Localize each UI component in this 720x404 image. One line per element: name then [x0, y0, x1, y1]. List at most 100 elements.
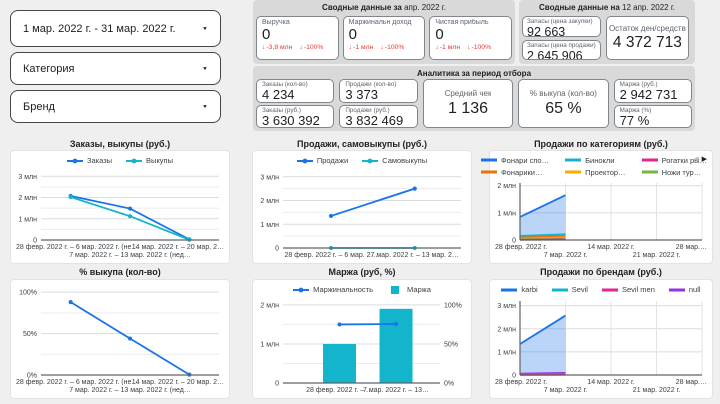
legend-item[interactable]: Фонари спо…	[480, 156, 549, 165]
chart-plot-area[interactable]: 0 1 млн 2 млн 3 млн 28 февр. 2022 г. 7 мар. 2…	[494, 296, 708, 395]
kpi-delta: ↓-1 млн ↓-100%	[435, 44, 492, 52]
svg-text:1 млн: 1 млн	[260, 341, 279, 348]
svg-text:0: 0	[33, 238, 37, 245]
date-range-filter[interactable]: 1 мар. 2022 г. - 31 мар. 2022 г. ▼	[10, 10, 221, 47]
stock-cards: Запасы (цена закупки) 92 663 Запасы (цен…	[522, 16, 601, 60]
legend-item[interactable]: Заказы	[66, 156, 113, 165]
legend-marker-icon	[293, 287, 310, 292]
chart-plot-area[interactable]: 0 1 млн 2 млн 0% 50% 100% 28 февр. 2022 г. – ……	[257, 296, 467, 395]
legend-item[interactable]: Самовыкупы	[362, 156, 427, 165]
chart-sales-by-brand[interactable]: karbi Sevil Sevil men null 0 1 млн 2 млн 3 млн…	[489, 279, 713, 399]
legend-item[interactable]: Маржинальность	[293, 285, 373, 294]
legend-marker-icon	[565, 170, 582, 174]
summary-month-title-bold: Сводные данные за	[322, 3, 402, 12]
legend-label: Заказы	[86, 156, 113, 165]
legend-item[interactable]: Ножи тур…	[641, 167, 707, 177]
chevron-down-icon: ▼	[202, 25, 208, 32]
svg-text:28 февр. 2022 г.: 28 февр. 2022 г.	[495, 244, 547, 251]
sales-cards: Продажи (кол-во) 3 373 Продажи (руб.) 3 …	[339, 79, 418, 128]
brand-filter-label: Бренд	[23, 100, 55, 113]
legend-marker-icon	[641, 158, 658, 162]
svg-text:28 февр. 2022 г. – 6 мар. 2…: 28 февр. 2022 г. – 6 мар. 2…	[285, 252, 378, 259]
legend-item[interactable]: karbi	[501, 285, 538, 294]
legend-item[interactable]: null	[668, 285, 701, 294]
chart-orders-buyouts[interactable]: Заказы Выкупы 0 1 млн 2 млн 3 млн 28 февр. 20…	[10, 150, 230, 264]
legend-label: Ножи тур…	[661, 167, 702, 177]
legend-item[interactable]: Продажи	[296, 156, 349, 165]
legend-item[interactable]: Бинокли	[565, 156, 625, 165]
svg-text:28 февр. 2022 г. – …: 28 февр. 2022 г. – …	[306, 387, 373, 394]
legend-label: Бинокли	[585, 155, 615, 165]
legend-label: Самовыкупы	[382, 156, 428, 165]
svg-text:3 млн: 3 млн	[497, 303, 516, 310]
chart-plot-area[interactable]: 0 1 млн 2 млн 3 млн 28 февр. 2022 г. – 6 мар…	[257, 167, 467, 260]
analytics-title: Аналитика за период отбора	[416, 69, 532, 78]
chart-sales-selfbuyouts[interactable]: Продажи Самовыкупы 0 1 млн 2 млн 3 млн 28 фев…	[252, 150, 472, 264]
svg-text:3 млн: 3 млн	[260, 174, 279, 181]
page-left-icon[interactable]: ◀	[693, 156, 699, 163]
legend-label: Проектор…	[585, 167, 626, 177]
chart-plot-area[interactable]: 0 1 млн 2 млн 3 млн 28 февр. 2022 г. – 6 мар…	[15, 167, 225, 260]
svg-text:28 февр. 2022 г. – 6 мар. 2022: 28 февр. 2022 г. – 6 мар. 2022 г. (не…	[16, 244, 138, 251]
svg-text:100%: 100%	[19, 290, 37, 297]
summary-date-title-bold: Сводные данные на	[539, 3, 620, 12]
kpi-card-sales-count: Продажи (кол-во) 3 373	[339, 79, 418, 103]
legend-marker-icon	[565, 158, 582, 162]
chart-title-orders-buyouts: Заказы, выкупы (руб.)	[69, 139, 171, 149]
svg-text:1 млн: 1 млн	[18, 216, 37, 223]
svg-text:28 мар.…: 28 мар.…	[676, 379, 707, 386]
chart-svg: 0 1 млн 2 млн 28 февр. 2022 г.7 мар. 2022 г…	[495, 183, 707, 259]
kpi-card-sales-rub: Продажи (руб.) 3 832 469	[339, 104, 418, 128]
legend-pager: ◀ ▶	[693, 156, 707, 163]
legend-item[interactable]: Маржа	[387, 285, 431, 294]
svg-text:1 млн: 1 млн	[497, 210, 516, 217]
summary-month-cards: Выручка 0 ↓-3,8 млн ↓-100% Маржинальн до…	[256, 16, 513, 60]
kpi-card-stock-purchase: Запасы (цена закупки) 92 663	[522, 16, 601, 37]
legend-marker-icon	[480, 170, 497, 174]
legend-item[interactable]: Рогатки ры…	[641, 156, 707, 165]
legend-item[interactable]: Проектор…	[565, 167, 626, 177]
legend-marker-icon	[391, 285, 399, 294]
svg-text:14 мар. 2022 г. – 20 мар. 2…: 14 мар. 2022 г. – 20 мар. 2…	[132, 244, 224, 251]
legend-label: Маржа	[407, 285, 431, 294]
chart-plot-area[interactable]: 0% 50% 100% 28 февр. 2022 г. – 6 мар. 2022 …	[15, 283, 225, 395]
legend-item[interactable]: Фонарики…	[480, 168, 549, 177]
svg-text:0: 0	[275, 381, 279, 388]
category-filter[interactable]: Категория ▼	[10, 52, 221, 85]
chart-legend: Заказы Выкупы	[15, 154, 225, 167]
svg-text:7 мар. 2022 г.: 7 мар. 2022 г.	[544, 387, 588, 394]
svg-text:7 мар. 2022 г. – 13 мар. 2022: 7 мар. 2022 г. – 13 мар. 2022 г. (нед…	[69, 387, 191, 394]
kpi-card-stock-sale: Запасы (цена продажи) 2 645 906	[522, 39, 601, 60]
legend-marker-icon	[480, 158, 497, 162]
svg-text:1 млн: 1 млн	[260, 222, 279, 229]
legend-item[interactable]: Выкупы	[126, 156, 173, 165]
summary-date-title-rest: 12 апр. 2022 г.	[619, 3, 675, 12]
legend-item[interactable]: Sevil men	[601, 285, 655, 294]
legend-marker-icon	[362, 158, 379, 163]
brand-filter[interactable]: Бренд ▼	[10, 90, 221, 123]
chart-margin[interactable]: Маржинальность Маржа 0 1 млн 2 млн 0% 50% 100%…	[252, 279, 472, 399]
kpi-card-orders-count: Заказы (кол-во) 4 234	[256, 79, 335, 103]
analytics-cards: Заказы (кол-во) 4 234 Заказы (руб.) 3 63…	[256, 79, 693, 128]
legend-label: Продажи	[316, 156, 349, 165]
orders-cards: Заказы (кол-во) 4 234 Заказы (руб.) 3 63…	[256, 79, 335, 128]
chart-svg: 0% 50% 100% 28 февр. 2022 г. – 6 мар. 2022 …	[16, 290, 224, 394]
svg-text:50%: 50%	[444, 341, 458, 348]
chart-sales-by-category[interactable]: ◀ ▶ Фонари спо… Фонарики… Бинокли Проектор……	[480, 150, 713, 264]
svg-text:3 млн: 3 млн	[18, 174, 37, 181]
chart-legend: karbi Sevil Sevil men null	[494, 283, 708, 296]
chart-plot-area[interactable]: 0 1 млн 2 млн 28 февр. 2022 г. 7 мар. 2022 г…	[494, 178, 708, 260]
svg-text:21 мар. 2022 г.: 21 мар. 2022 г.	[633, 387, 680, 394]
legend-item[interactable]: Sevil	[551, 285, 588, 294]
chart-buyout-percent[interactable]: 0% 50% 100% 28 февр. 2022 г. – 6 мар. 2022 …	[10, 279, 230, 399]
kpi-card-margin-rub: Маржа (руб.) 2 942 731	[613, 79, 693, 103]
summary-month-panel: Сводные данные за апр. 2022 г. Выручка 0…	[253, 0, 515, 64]
summary-date-panel: Сводные данные на 12 апр. 2022 г. Запасы…	[519, 0, 695, 64]
summary-month-title: Сводные данные за апр. 2022 г.	[253, 0, 515, 12]
page-right-icon[interactable]: ▶	[701, 156, 707, 163]
svg-text:2 млн: 2 млн	[497, 326, 516, 333]
svg-text:1 млн: 1 млн	[497, 349, 516, 356]
chart-legend: Продажи Самовыкупы	[257, 154, 467, 167]
kpi-delta: ↓-3,8 млн ↓-100%	[262, 44, 324, 52]
svg-text:2 млн: 2 млн	[260, 198, 279, 205]
